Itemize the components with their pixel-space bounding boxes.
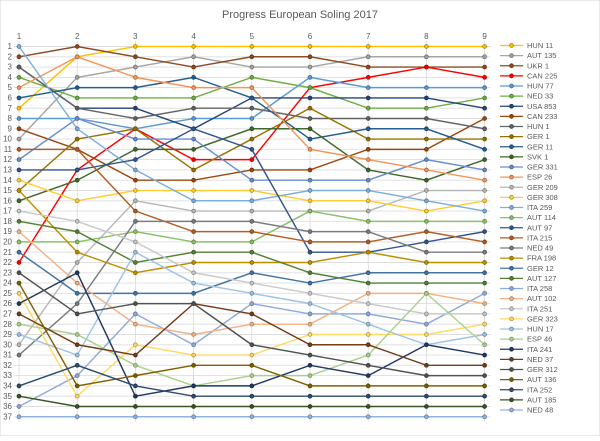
svg-text:AUT 97: AUT 97 bbox=[527, 223, 552, 232]
svg-text:AUT 185: AUT 185 bbox=[527, 395, 556, 404]
svg-text:ITA 241: ITA 241 bbox=[527, 345, 552, 354]
svg-text:12: 12 bbox=[3, 155, 12, 164]
svg-text:34: 34 bbox=[3, 382, 12, 391]
svg-text:1: 1 bbox=[17, 32, 22, 41]
svg-text:24: 24 bbox=[3, 279, 12, 288]
svg-text:ITA 215: ITA 215 bbox=[527, 233, 552, 242]
svg-text:GER 323: GER 323 bbox=[527, 314, 558, 323]
svg-text:HUN 1: HUN 1 bbox=[527, 122, 550, 131]
svg-text:10: 10 bbox=[3, 135, 12, 144]
svg-text:8: 8 bbox=[8, 114, 13, 123]
svg-text:16: 16 bbox=[3, 196, 12, 205]
svg-text:6: 6 bbox=[8, 94, 13, 103]
svg-text:HUN 17: HUN 17 bbox=[527, 325, 554, 334]
svg-text:30: 30 bbox=[3, 340, 12, 349]
svg-text:28: 28 bbox=[3, 320, 12, 329]
svg-text:ESP 46: ESP 46 bbox=[527, 335, 552, 344]
svg-text:3: 3 bbox=[133, 32, 138, 41]
svg-text:AUT 114: AUT 114 bbox=[527, 213, 556, 222]
svg-text:15: 15 bbox=[3, 186, 12, 195]
svg-text:29: 29 bbox=[3, 330, 12, 339]
svg-text:7: 7 bbox=[8, 104, 13, 113]
svg-text:ITA 258: ITA 258 bbox=[527, 284, 552, 293]
svg-text:17: 17 bbox=[3, 207, 12, 216]
svg-text:37: 37 bbox=[3, 412, 12, 421]
svg-text:NED 37: NED 37 bbox=[527, 355, 553, 364]
svg-text:CAN 233: CAN 233 bbox=[527, 112, 557, 121]
svg-text:5: 5 bbox=[250, 32, 255, 41]
svg-text:AUT 135: AUT 135 bbox=[527, 51, 556, 60]
svg-text:GER 11: GER 11 bbox=[527, 142, 553, 151]
svg-text:20: 20 bbox=[3, 238, 12, 247]
svg-text:USA 853: USA 853 bbox=[527, 102, 557, 111]
svg-text:22: 22 bbox=[3, 258, 12, 267]
svg-text:18: 18 bbox=[3, 217, 12, 226]
svg-text:SVK 1: SVK 1 bbox=[527, 152, 548, 161]
svg-text:GER 1: GER 1 bbox=[527, 132, 550, 141]
svg-text:Progress European Soling 2017: Progress European Soling 2017 bbox=[222, 9, 378, 21]
svg-text:14: 14 bbox=[3, 176, 12, 185]
svg-text:25: 25 bbox=[3, 289, 12, 298]
svg-text:HUN 11: HUN 11 bbox=[527, 41, 553, 50]
svg-text:19: 19 bbox=[3, 227, 12, 236]
svg-text:2: 2 bbox=[75, 32, 80, 41]
svg-text:27: 27 bbox=[3, 310, 12, 319]
svg-text:ITA 252: ITA 252 bbox=[527, 385, 552, 394]
svg-text:7: 7 bbox=[366, 32, 371, 41]
svg-text:11: 11 bbox=[4, 145, 13, 154]
svg-text:9: 9 bbox=[482, 32, 487, 41]
svg-text:UKR 1: UKR 1 bbox=[527, 61, 549, 70]
svg-text:AUT 136: AUT 136 bbox=[527, 375, 556, 384]
svg-text:8: 8 bbox=[424, 32, 429, 41]
svg-text:GER 312: GER 312 bbox=[527, 365, 558, 374]
svg-text:4: 4 bbox=[191, 32, 196, 41]
svg-text:HUN 77: HUN 77 bbox=[527, 82, 554, 91]
svg-text:GER 308: GER 308 bbox=[527, 193, 558, 202]
svg-text:35: 35 bbox=[3, 392, 12, 401]
svg-text:NED 33: NED 33 bbox=[527, 92, 553, 101]
svg-text:CAN 225: CAN 225 bbox=[527, 71, 557, 80]
svg-text:NED 48: NED 48 bbox=[527, 406, 553, 415]
svg-text:AUT 127: AUT 127 bbox=[527, 274, 556, 283]
svg-text:3: 3 bbox=[8, 63, 13, 72]
svg-text:ESP 26: ESP 26 bbox=[527, 173, 552, 182]
svg-text:26: 26 bbox=[3, 299, 12, 308]
svg-text:ITA 259: ITA 259 bbox=[527, 203, 552, 212]
svg-text:9: 9 bbox=[8, 124, 13, 133]
svg-text:NED 49: NED 49 bbox=[527, 244, 553, 253]
svg-text:32: 32 bbox=[3, 361, 12, 370]
svg-text:31: 31 bbox=[3, 351, 12, 360]
svg-text:4: 4 bbox=[8, 73, 13, 82]
svg-text:GER 209: GER 209 bbox=[527, 183, 558, 192]
svg-text:AUT 102: AUT 102 bbox=[527, 294, 556, 303]
svg-text:FRA 198: FRA 198 bbox=[527, 254, 556, 263]
svg-text:6: 6 bbox=[308, 32, 313, 41]
svg-text:33: 33 bbox=[3, 371, 12, 380]
svg-text:ITA 251: ITA 251 bbox=[527, 304, 552, 313]
svg-text:13: 13 bbox=[3, 166, 12, 175]
svg-text:36: 36 bbox=[3, 402, 12, 411]
svg-text:GER 331: GER 331 bbox=[527, 163, 558, 172]
svg-text:5: 5 bbox=[8, 83, 13, 92]
svg-text:21: 21 bbox=[3, 248, 12, 257]
svg-text:1: 1 bbox=[8, 42, 13, 51]
svg-text:23: 23 bbox=[3, 268, 12, 277]
svg-text:2: 2 bbox=[8, 52, 13, 61]
svg-text:GER 12: GER 12 bbox=[527, 264, 554, 273]
